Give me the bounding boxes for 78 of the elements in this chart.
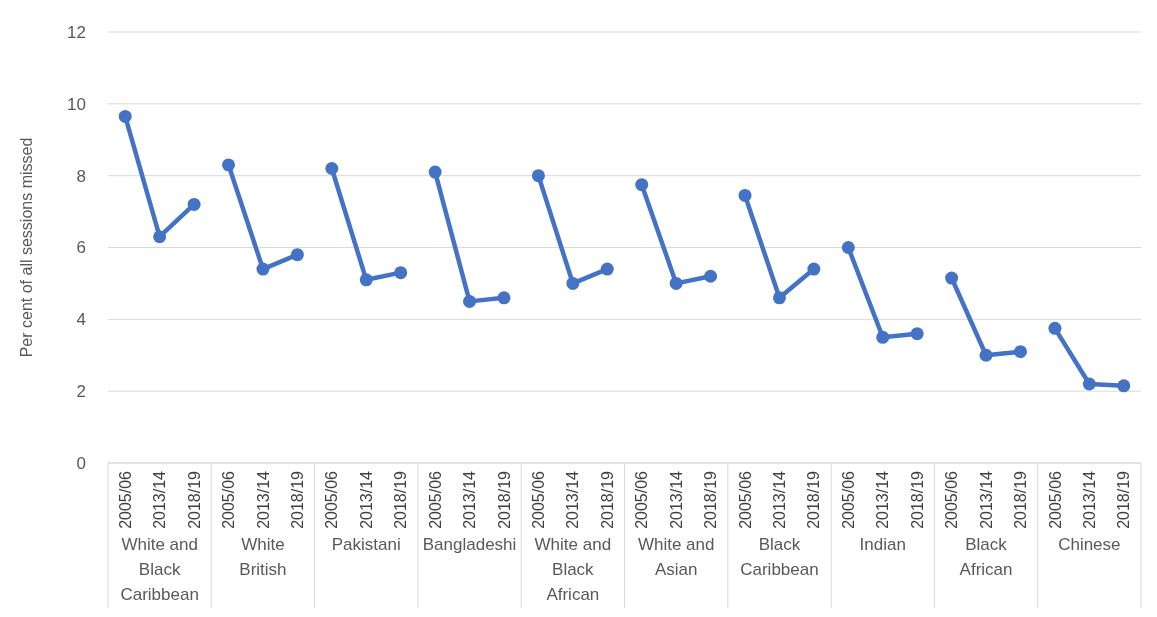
- x-tick-label: 2013/14: [1080, 470, 1098, 529]
- x-tick-label: 2018/19: [495, 470, 513, 529]
- point: [841, 241, 855, 254]
- y-tick-label: 10: [67, 94, 86, 114]
- y-tick-label: 0: [76, 453, 86, 473]
- point: [1082, 377, 1096, 391]
- point: [1013, 345, 1027, 359]
- text: Bangladeshi: [422, 535, 517, 554]
- point: [738, 188, 752, 202]
- x-tick-label: 2018/19: [1012, 470, 1030, 529]
- text: Black African: [959, 535, 1013, 579]
- point: [979, 348, 993, 362]
- point: [463, 294, 477, 308]
- point: [394, 266, 408, 280]
- point: [1117, 379, 1131, 393]
- x-tick-label: 2018/19: [288, 470, 306, 529]
- point: [428, 165, 442, 179]
- point: [497, 291, 511, 305]
- point: [153, 230, 167, 244]
- point: [807, 262, 821, 276]
- x-tick-label: 2013/14: [357, 470, 375, 529]
- x-tick-label: 2005/06: [1046, 470, 1064, 529]
- x-tick-label: 2018/19: [185, 470, 203, 529]
- text: Indian: [859, 535, 906, 554]
- text: White British: [239, 535, 287, 579]
- x-tick-label: 2005/06: [943, 470, 961, 529]
- point: [704, 269, 718, 283]
- text: Pakistani: [331, 535, 401, 554]
- point: [256, 262, 270, 276]
- text: White and Black Caribbean: [120, 535, 199, 604]
- x-tick-label: 2005/06: [633, 470, 651, 529]
- x-tick-label: 2018/19: [1115, 470, 1133, 529]
- x-tick-label: 2013/14: [151, 470, 169, 529]
- text: Black Caribbean: [740, 535, 819, 579]
- point: [772, 291, 786, 305]
- x-tick-label: 2013/14: [564, 470, 582, 529]
- x-tick-label: 2005/06: [426, 470, 444, 529]
- y-tick-label: 6: [76, 238, 86, 258]
- point: [566, 276, 580, 290]
- y-tick-label: 2: [76, 382, 86, 402]
- x-tick-label: 2013/14: [771, 470, 789, 529]
- x-tick-label: 2005/06: [220, 470, 238, 529]
- point: [531, 169, 545, 183]
- x-tick-label: 2013/14: [874, 470, 892, 529]
- text: Chinese: [1058, 535, 1121, 554]
- point: [600, 262, 614, 276]
- x-tick-label: 2005/06: [323, 470, 341, 529]
- x-tick-label: 2018/19: [908, 470, 926, 529]
- point: [1048, 321, 1062, 335]
- x-tick-label: 2013/14: [461, 470, 479, 529]
- x-tick-label: 2013/14: [977, 470, 995, 529]
- x-tick-label: 2018/19: [805, 470, 823, 529]
- y-tick-label: 12: [67, 22, 86, 42]
- x-tick-label: 2018/19: [392, 470, 410, 529]
- point: [187, 197, 201, 211]
- y-tick-label: 8: [76, 166, 86, 186]
- point: [876, 330, 890, 344]
- x-tick-label: 2005/06: [116, 470, 134, 529]
- x-tick-label: 2013/14: [254, 470, 272, 529]
- point: [635, 178, 649, 192]
- point: [910, 327, 924, 341]
- x-tick-label: 2018/19: [598, 470, 616, 529]
- point: [222, 158, 236, 172]
- x-tick-label: 2005/06: [839, 470, 857, 529]
- x-tick-label: 2005/06: [530, 470, 548, 529]
- text: White and Asian: [637, 535, 715, 579]
- x-tick-label: 2018/19: [702, 470, 720, 529]
- y-axis-title: Per cent of all sessions missed: [18, 137, 35, 358]
- point: [290, 248, 304, 262]
- point: [359, 273, 373, 287]
- x-tick-label: 2005/06: [736, 470, 754, 529]
- point: [118, 109, 132, 123]
- y-tick-label: 4: [76, 310, 86, 330]
- point: [945, 271, 959, 285]
- point: [325, 161, 339, 175]
- point: [669, 276, 683, 290]
- x-tick-label: 2013/14: [667, 470, 685, 529]
- text: White and Black African: [534, 535, 612, 604]
